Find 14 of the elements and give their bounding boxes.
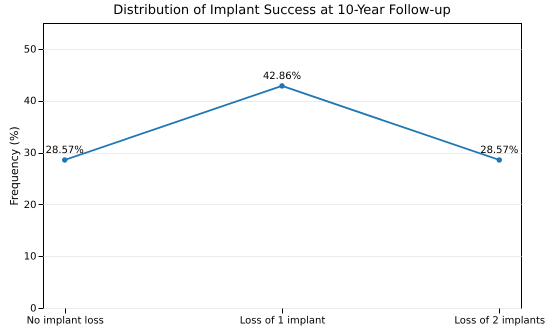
y-tick-label: 30 <box>24 148 36 160</box>
x-tick-label: Loss of 2 implants <box>454 316 546 326</box>
data-label: 28.57% <box>46 144 84 156</box>
x-tick-label: Loss of 1 implant <box>240 316 326 326</box>
y-tick-label: 40 <box>24 96 36 108</box>
y-tick-label: 0 <box>30 304 36 314</box>
y-axis-title: Frequency (%) <box>8 126 21 206</box>
x-tick-label: No implant loss <box>26 316 104 326</box>
y-tick-label: 20 <box>24 200 36 211</box>
data-label: 42.86% <box>262 70 302 82</box>
y-tick-label: 50 <box>24 44 36 56</box>
data-label: 28.57% <box>480 144 518 156</box>
y-tick-label: 10 <box>24 252 36 263</box>
chart-title: Distribution of Implant Success at 10-Year Follow-up <box>113 3 451 18</box>
